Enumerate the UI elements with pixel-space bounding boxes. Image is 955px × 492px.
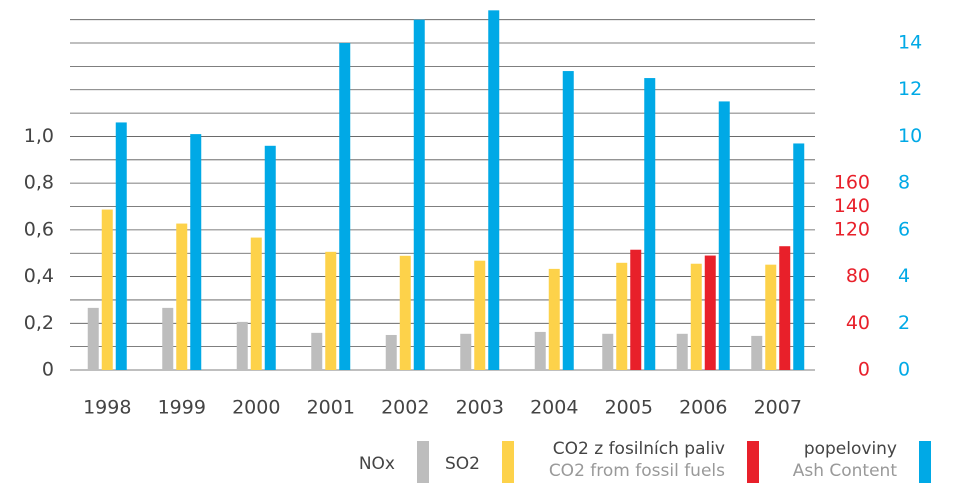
bar: [339, 43, 351, 370]
x-tick-label: 1999: [158, 397, 206, 419]
bar: [176, 223, 188, 370]
bar: [751, 335, 763, 370]
bar: [765, 264, 777, 370]
y2-tick-label: 2: [898, 312, 910, 334]
bar: [779, 246, 791, 370]
legend-swatch: [417, 441, 429, 483]
bar: [311, 332, 323, 370]
bar: [460, 333, 472, 370]
x-tick-label: 2005: [605, 397, 653, 419]
bar: [562, 71, 574, 370]
x-tick-label: 2007: [754, 397, 802, 419]
y-tick-label: 0,8: [24, 172, 54, 194]
bar: [630, 249, 642, 370]
legend-swatch: [919, 441, 931, 483]
x-tick-label: 2002: [381, 397, 429, 419]
y3-tick-label: 140: [834, 195, 870, 217]
bar: [115, 122, 127, 370]
bar: [190, 134, 202, 370]
bar: [413, 19, 425, 370]
legend-swatch: [502, 441, 514, 483]
bar: [488, 10, 500, 371]
y2-tick-label: 10: [898, 125, 922, 147]
bar: [644, 78, 656, 370]
bar: [101, 209, 113, 370]
y3-tick-label: 0: [858, 359, 870, 381]
bar: [399, 255, 411, 370]
bar: [325, 251, 337, 370]
y3-tick-label: 160: [834, 172, 870, 194]
y2-tick-label: 12: [898, 78, 922, 100]
bar: [250, 237, 262, 370]
y3-tick-label: 120: [834, 218, 870, 240]
legend-label-en: Ash Content: [793, 461, 898, 481]
y3-tick-label: 40: [846, 312, 870, 334]
y-tick-label: 1,0: [24, 125, 54, 147]
bar: [616, 262, 628, 370]
bar: [548, 268, 560, 370]
y-tick-label: 0,2: [24, 312, 54, 334]
bar: [690, 263, 702, 370]
bar: [474, 260, 486, 370]
legend-swatch: [747, 441, 759, 483]
bar: [162, 307, 174, 370]
bar: [602, 333, 614, 370]
y2-tick-label: 6: [898, 218, 910, 240]
y2-tick-label: 4: [898, 265, 910, 287]
legend-label: CO2 z fosilních paliv: [553, 439, 725, 459]
y2-tick-label: 0: [898, 359, 910, 381]
legend-label-en: CO2 from fossil fuels: [549, 461, 725, 481]
x-tick-label: 1998: [83, 397, 131, 419]
bar: [236, 321, 248, 370]
bar: [704, 255, 716, 370]
x-tick-label: 2006: [679, 397, 727, 419]
legend-label: SO2: [445, 454, 480, 474]
x-tick-label: 2000: [232, 397, 280, 419]
bar: [87, 307, 99, 370]
bar: [718, 101, 730, 370]
x-tick-label: 2004: [530, 397, 578, 419]
y2-tick-label: 8: [898, 172, 910, 194]
x-tick-label: 2001: [307, 397, 355, 419]
bar: [264, 145, 276, 370]
y-tick-label: 0,6: [24, 218, 54, 240]
bar: [534, 331, 546, 370]
y-tick-label: 0,4: [24, 265, 54, 287]
bar: [793, 143, 805, 370]
y2-tick-label: 14: [898, 32, 922, 54]
legend-label: NOx: [359, 454, 395, 474]
y3-tick-label: 80: [846, 265, 870, 287]
legend-label: popeloviny: [804, 439, 897, 459]
bar: [676, 333, 688, 370]
x-tick-label: 2003: [456, 397, 504, 419]
y-tick-label: 0: [42, 359, 54, 381]
bar: [385, 334, 397, 370]
